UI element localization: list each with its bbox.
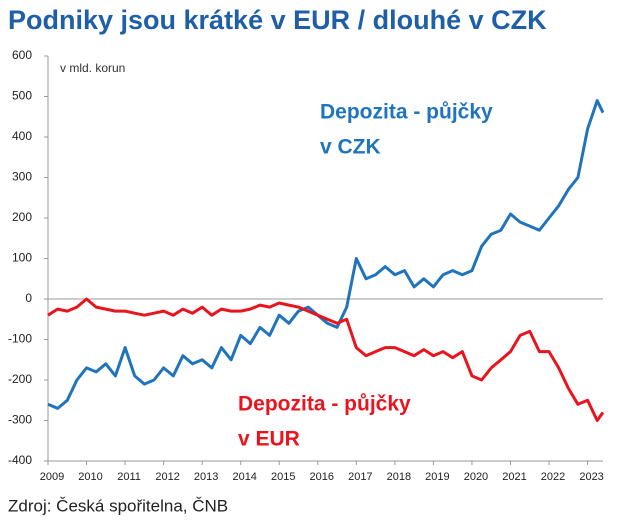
y-tick-label: -200 — [8, 372, 32, 386]
x-tick-label: 2015 — [271, 471, 295, 483]
y-tick-label: 300 — [12, 170, 32, 184]
y-tick-label: 100 — [12, 251, 32, 265]
x-tick-label: 2009 — [40, 471, 64, 483]
x-tick-label: 2017 — [348, 471, 372, 483]
y-tick-label: 500 — [12, 89, 32, 103]
series-label: v CZK — [320, 136, 381, 159]
x-tick-label: 2023 — [579, 471, 603, 483]
unit-label: v mld. korun — [60, 61, 125, 75]
y-tick-label: 0 — [25, 291, 32, 305]
x-tick-label: 2011 — [117, 471, 141, 483]
x-tick-label: 2018 — [387, 471, 411, 483]
y-tick-label: -400 — [8, 453, 32, 467]
series-line — [47, 297, 605, 422]
x-tick-label: 2012 — [155, 471, 179, 483]
x-tick-label: 2013 — [194, 471, 218, 483]
series-label: Depozita - půjčky — [320, 101, 493, 124]
series-label: Depozita - půjčky — [238, 393, 411, 416]
y-tick-label: 400 — [12, 129, 32, 143]
series-line — [47, 99, 605, 410]
x-tick-label: 2021 — [502, 471, 526, 483]
chart-title: Podniky jsou krátké v EUR / dlouhé v CZK — [8, 5, 547, 35]
series-label: v EUR — [238, 428, 300, 451]
x-tick-label: 2022 — [541, 471, 565, 483]
y-tick-label: -100 — [8, 332, 32, 346]
source: Zdroj: Česká spořitelna, ČNB — [8, 496, 228, 515]
x-tick-label: 2010 — [78, 471, 102, 483]
x-tick-label: 2016 — [310, 471, 334, 483]
x-tick-label: 2020 — [464, 471, 488, 483]
x-tick-label: 2014 — [232, 471, 256, 483]
y-tick-label: -300 — [8, 413, 32, 427]
y-tick-label: 200 — [12, 210, 32, 224]
y-tick-label: 600 — [12, 48, 32, 62]
x-tick-label: 2019 — [425, 471, 449, 483]
